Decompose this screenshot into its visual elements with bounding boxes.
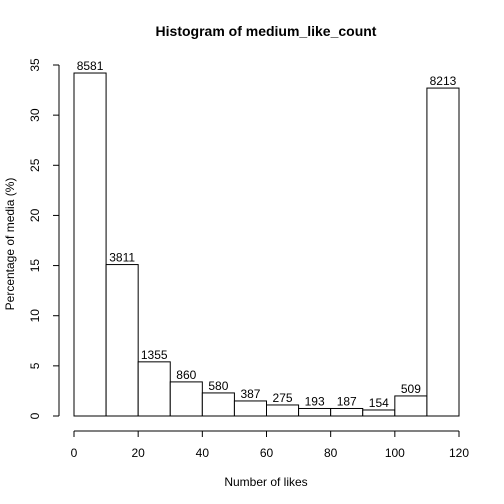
bar-labels-group: 8581 3811 1355 860 580 387 275 193 187 154 509 8213 (77, 59, 457, 410)
y-tick-label: 20 (28, 208, 42, 222)
x-tick-label: 60 (260, 446, 274, 460)
histogram-bar (330, 407, 364, 417)
y-tick-label: 35 (28, 58, 42, 72)
x-tick-label: 100 (385, 446, 405, 460)
histogram-bar (73, 72, 107, 417)
x-tick-label: 120 (449, 446, 469, 460)
bar-count-label: 193 (305, 394, 325, 408)
x-tick-label: 20 (131, 446, 145, 460)
bar-count-label: 1355 (141, 348, 168, 362)
histogram-bar (426, 87, 460, 417)
y-axis-label: Percentage of media (%) (3, 178, 17, 311)
bar-count-label: 275 (273, 391, 293, 405)
histogram-bar (137, 361, 171, 417)
bar-count-label: 860 (176, 368, 196, 382)
bar-count-label: 154 (369, 396, 389, 410)
bar-count-label: 3811 (109, 251, 135, 265)
x-axis-label: Number of likes (224, 475, 307, 489)
bars-group (73, 72, 460, 417)
histogram-bar (394, 395, 428, 417)
bar-count-label: 8581 (77, 59, 104, 73)
histogram-bar (201, 392, 235, 417)
x-tick-label: 80 (324, 446, 338, 460)
bar-count-label: 509 (401, 382, 421, 396)
bar-count-label: 580 (208, 379, 228, 393)
y-tick-label: 30 (28, 108, 42, 122)
histogram-bar (233, 400, 268, 417)
y-tick-label: 25 (28, 158, 42, 172)
y-tick-label: 0 (28, 412, 42, 419)
x-tick-label: 0 (71, 446, 78, 460)
bar-count-label: 387 (240, 387, 260, 401)
histogram-bar (362, 409, 396, 417)
y-axis: 0 5 10 15 20 25 30 35 (28, 58, 60, 419)
chart-title: Histogram of medium_like_count (156, 23, 377, 39)
bar-count-label: 187 (337, 394, 357, 408)
histogram-bar (266, 404, 300, 417)
x-axis: 0 20 40 60 80 100 120 (71, 430, 469, 460)
y-tick-label: 15 (28, 259, 42, 273)
y-tick-label: 5 (28, 362, 42, 369)
y-tick-label: 10 (28, 309, 42, 323)
x-tick-label: 40 (196, 446, 210, 460)
bar-count-label: 8213 (430, 74, 457, 88)
histogram-bar (298, 407, 332, 417)
histogram-bar (169, 381, 203, 417)
histogram-bar (105, 264, 139, 417)
